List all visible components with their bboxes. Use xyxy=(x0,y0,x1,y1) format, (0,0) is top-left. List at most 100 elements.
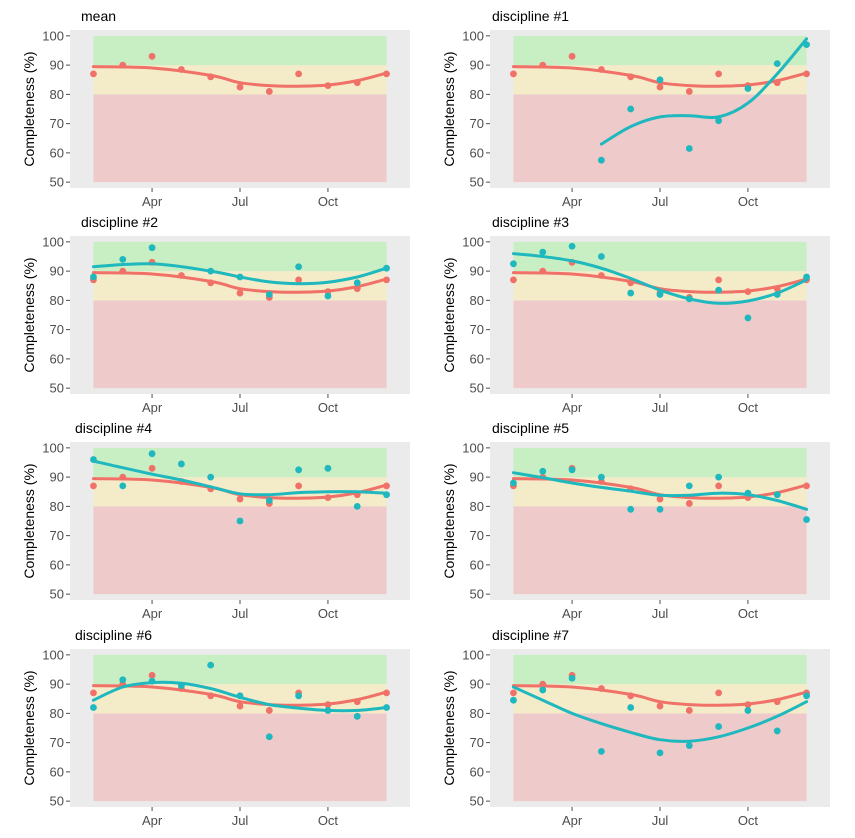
chart-svg: 50 60 70 80 90 100 Apr Jul Oct Completeness (%) xyxy=(21,440,410,621)
y-tick-label: 50 xyxy=(470,794,484,809)
x-tick-label: Oct xyxy=(738,400,759,415)
x-tick-label: Apr xyxy=(142,194,163,209)
y-tick-label: 80 xyxy=(50,87,64,102)
mean-data-point xyxy=(744,701,752,708)
discipline-data-point xyxy=(803,273,810,281)
discipline-data-point xyxy=(353,712,361,720)
mean-data-point xyxy=(295,482,303,490)
mean-data-point xyxy=(383,276,390,284)
mean-data-point xyxy=(324,701,332,708)
mean-data-point xyxy=(597,272,605,279)
discipline-data-point xyxy=(295,466,303,474)
x-tick-label: Jul xyxy=(232,400,249,415)
discipline-data-point xyxy=(236,273,244,281)
y-tick-label: 80 xyxy=(470,87,484,102)
mean-data-point xyxy=(568,52,576,60)
y-tick-label: 100 xyxy=(42,440,64,455)
y-axis-label: Completeness (%) xyxy=(441,670,457,785)
y-tick-label: 70 xyxy=(470,735,484,750)
discipline-data-point xyxy=(744,85,752,92)
chart-title: discipline #1 xyxy=(492,8,570,24)
discipline-data-point xyxy=(265,291,273,298)
y-axis-label: Completeness (%) xyxy=(21,463,37,578)
chart-title: discipline #5 xyxy=(492,420,570,436)
x-tick-label: Oct xyxy=(318,813,339,828)
y-tick-label: 60 xyxy=(470,351,484,366)
band-red xyxy=(513,713,807,802)
discipline-data-point xyxy=(627,105,635,113)
mean-data-point xyxy=(148,671,156,679)
x-tick-label: Jul xyxy=(232,606,249,621)
x-tick-label: Oct xyxy=(738,813,759,828)
y-axis-label: Completeness (%) xyxy=(21,51,37,166)
x-tick-label: Oct xyxy=(318,606,339,621)
discipline-trend-line xyxy=(91,262,389,286)
discipline-data-point xyxy=(744,489,752,497)
discipline-data-point xyxy=(510,260,517,268)
discipline-trend-line xyxy=(511,685,809,743)
mean-data-point xyxy=(236,83,244,91)
discipline-data-point xyxy=(324,707,332,714)
mean-data-point xyxy=(324,82,332,89)
y-axis-label: Completeness (%) xyxy=(21,257,37,372)
x-tick-label: Apr xyxy=(562,400,583,415)
mean-data-point xyxy=(715,276,723,284)
chart-title: mean xyxy=(81,8,117,24)
band-red xyxy=(93,300,387,389)
mean-data-point xyxy=(715,70,723,78)
discipline-trend-line xyxy=(511,252,809,305)
discipline-data-point xyxy=(353,502,361,510)
y-tick-label: 90 xyxy=(50,264,64,279)
chart-svg: 50 60 70 80 90 100 Apr Jul Oct Completeness (%) xyxy=(21,647,410,828)
mean-data-point xyxy=(383,482,390,490)
y-tick-label: 50 xyxy=(470,381,484,396)
mean-data-point xyxy=(744,288,752,295)
y-axis-label: Completeness (%) xyxy=(441,257,457,372)
discipline-data-point xyxy=(510,479,517,487)
discipline-data-point xyxy=(773,60,781,68)
y-tick-label: 80 xyxy=(470,706,484,721)
discipline-data-point xyxy=(803,692,810,700)
chart-panel-discipline-3: discipline #3 50 60 70 80 90 100 Apr Jul Oct Comp… xyxy=(425,214,845,419)
y-tick-label: 100 xyxy=(42,647,64,662)
mean-data-point xyxy=(656,495,664,503)
discipline-data-point xyxy=(715,286,723,294)
discipline-data-point xyxy=(773,491,781,499)
mean-data-point xyxy=(148,464,156,472)
discipline-data-point xyxy=(744,314,752,322)
mean-data-point xyxy=(265,707,273,714)
chart-panel-discipline-7: discipline #7 50 60 70 80 90 100 Apr Jul Oct Comp… xyxy=(425,627,845,832)
mean-data-point xyxy=(207,73,215,81)
y-tick-label: 60 xyxy=(50,764,64,779)
mean-data-point xyxy=(685,707,693,714)
y-tick-label: 50 xyxy=(50,794,64,809)
discipline-data-point xyxy=(207,661,215,669)
mean-data-point xyxy=(656,83,664,91)
discipline-data-point xyxy=(236,517,244,525)
y-tick-label: 60 xyxy=(50,351,64,366)
x-tick-label: Apr xyxy=(142,400,163,415)
discipline-data-point xyxy=(597,473,605,481)
discipline-data-point xyxy=(685,145,693,152)
mean-data-point xyxy=(685,500,693,507)
discipline-data-point xyxy=(265,497,273,504)
discipline-data-point xyxy=(90,704,97,711)
discipline-data-point xyxy=(803,41,810,49)
mean-data-point xyxy=(510,276,517,284)
discipline-data-point xyxy=(236,692,244,700)
mean-data-point xyxy=(236,702,244,710)
mean-data-point xyxy=(539,680,547,688)
discipline-data-point xyxy=(324,292,332,300)
discipline-data-point xyxy=(324,464,332,472)
discipline-data-point xyxy=(383,491,390,499)
x-tick-label: Jul xyxy=(232,813,249,828)
y-tick-label: 100 xyxy=(462,440,484,455)
discipline-data-point xyxy=(90,456,97,463)
band-green xyxy=(93,447,387,478)
y-tick-label: 80 xyxy=(470,499,484,514)
y-tick-label: 90 xyxy=(50,677,64,692)
discipline-data-point xyxy=(539,467,547,475)
chart-panel-discipline-6: discipline #6 50 60 70 80 90 100 Apr Jul Oct Comp… xyxy=(5,627,425,832)
mean-data-point xyxy=(510,689,517,697)
band-green xyxy=(93,35,387,66)
